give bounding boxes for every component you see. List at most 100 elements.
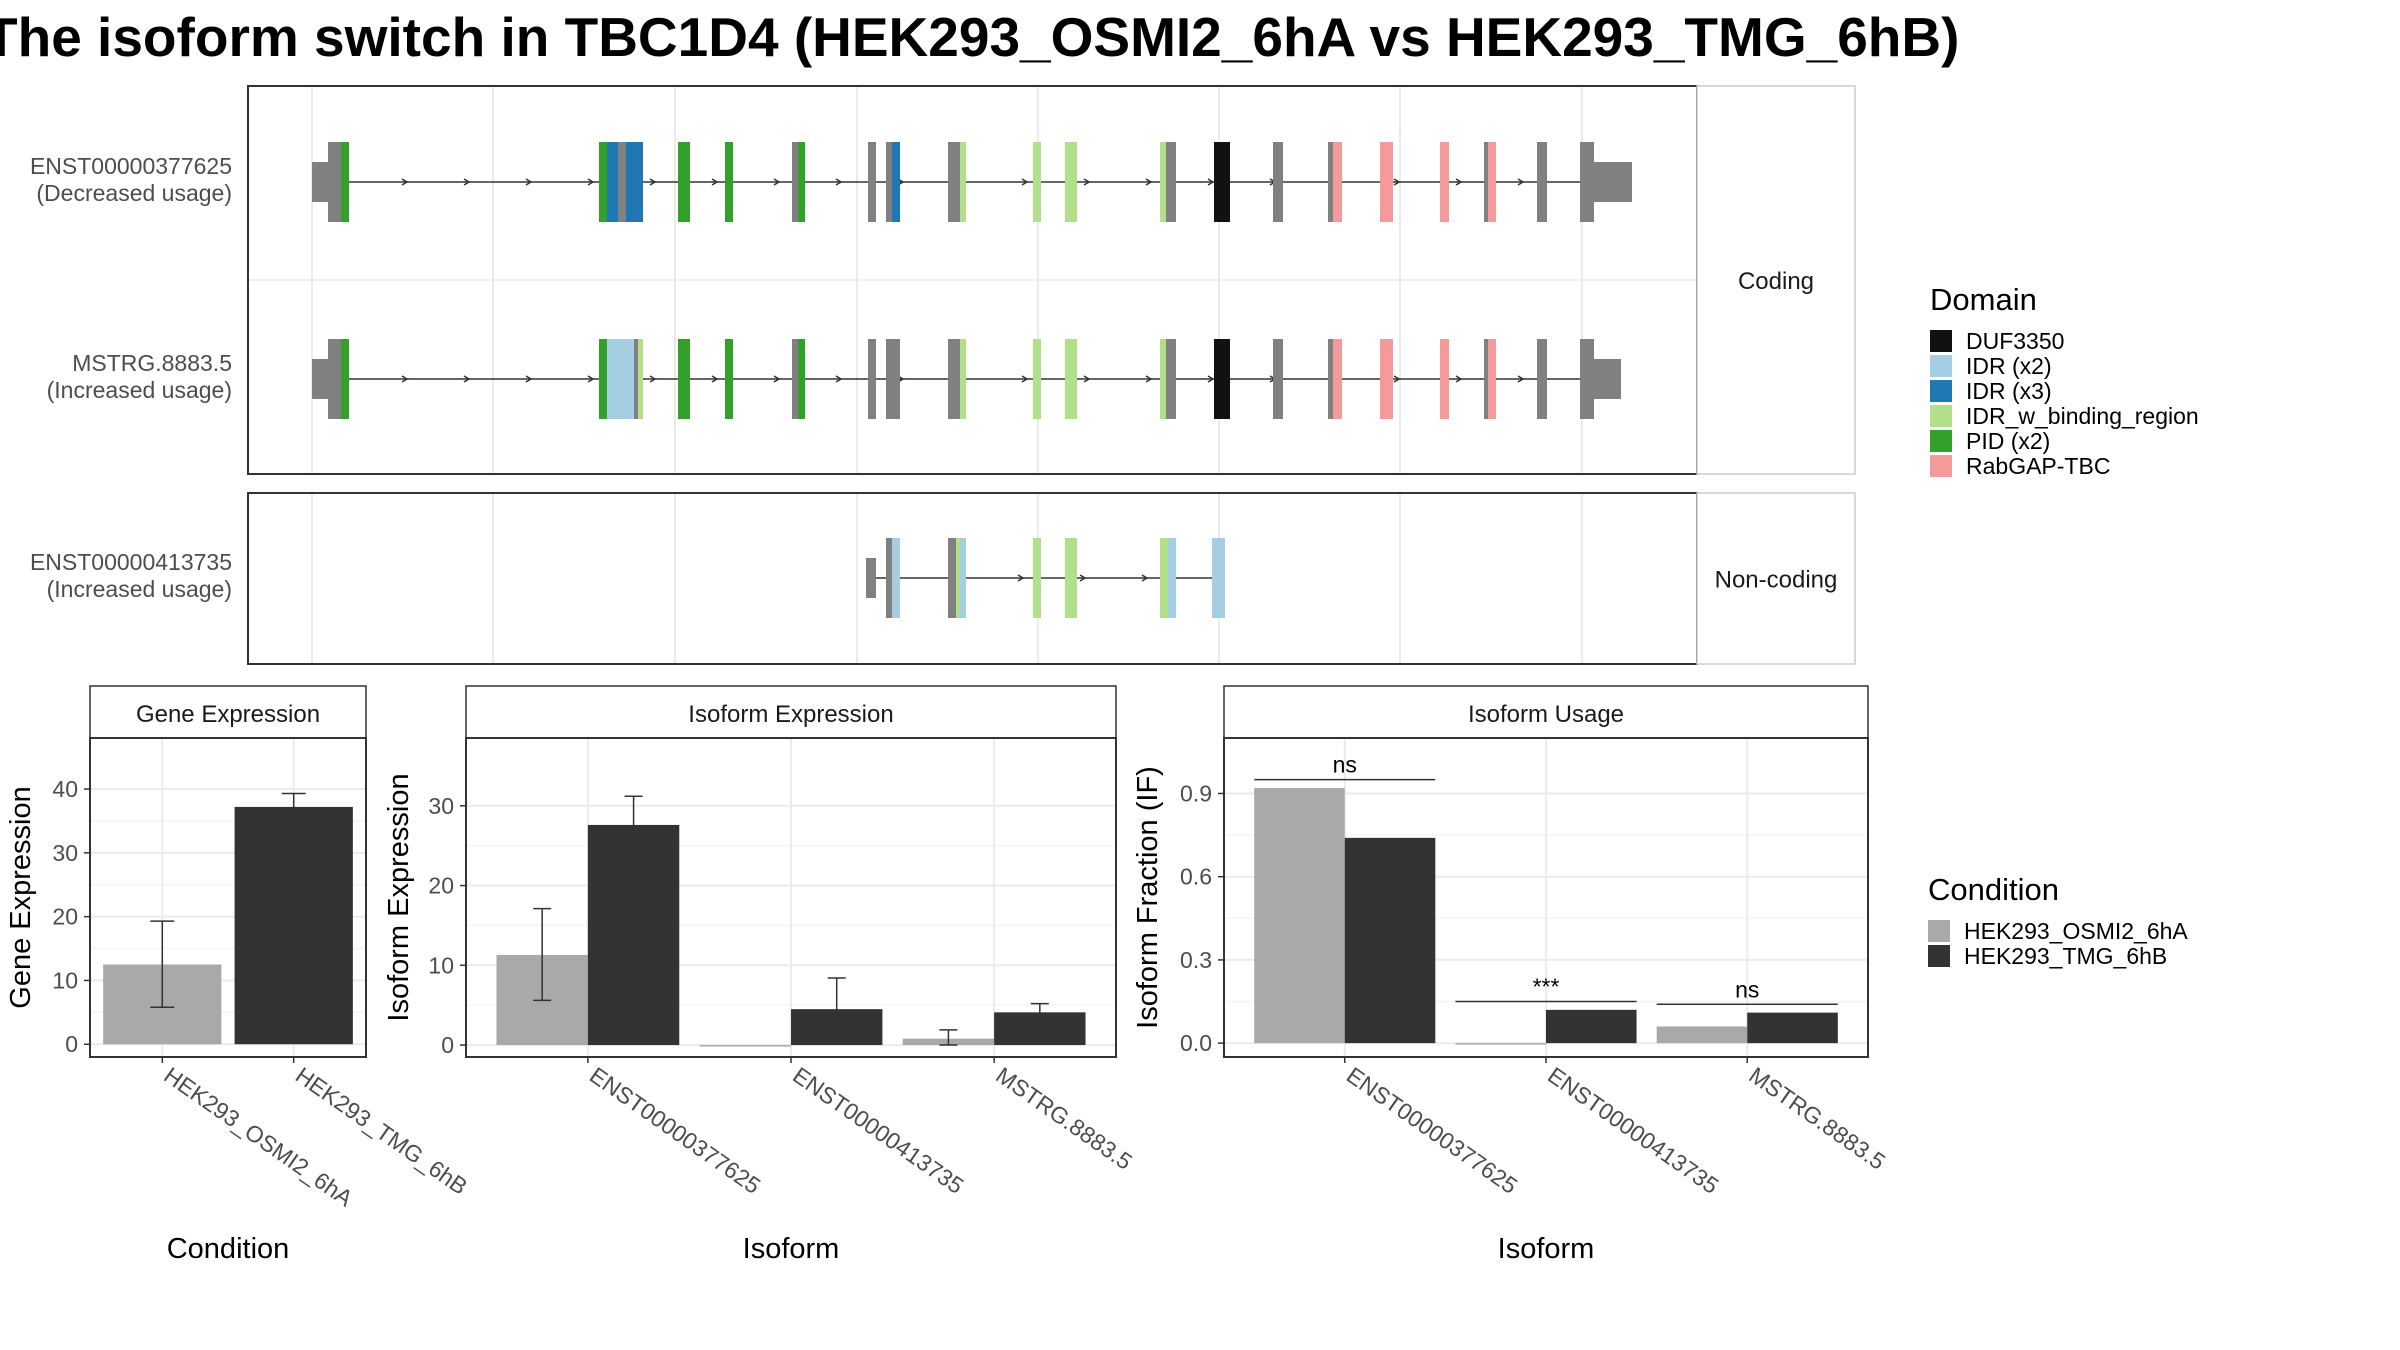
- plot-border: [89, 737, 367, 1058]
- legend-item-label: IDR (x2): [1966, 353, 2052, 379]
- intron-arrow: [525, 375, 533, 383]
- intron-arrow: [711, 375, 719, 383]
- exon: [1440, 339, 1449, 419]
- exon: [1380, 339, 1393, 419]
- intron-arrow: [773, 375, 781, 383]
- exon: [1065, 339, 1077, 419]
- transcript-usage-label: (Decreased usage): [36, 180, 232, 206]
- intron-arrow: [1021, 375, 1029, 383]
- exon: [1440, 142, 1449, 222]
- utr-segment: [1594, 162, 1632, 202]
- y-tick-label: 30: [428, 793, 454, 819]
- bar: [1546, 1009, 1637, 1044]
- legend-key-swatch: [1928, 920, 1950, 942]
- exon: [1580, 142, 1594, 222]
- legend-item-label: HEK293_OSMI2_6hA: [1964, 918, 2188, 944]
- exon: [1328, 339, 1336, 419]
- exon: [1065, 142, 1077, 222]
- exon: [341, 142, 349, 222]
- exon: [1033, 538, 1041, 618]
- intron-arrow: [1145, 375, 1153, 383]
- y-tick-label: 10: [428, 952, 454, 978]
- x-tick-label: MSTRG.8883.5: [991, 1062, 1137, 1175]
- transcript-usage-label: (Increased usage): [47, 576, 232, 602]
- intron-arrow: [401, 375, 409, 383]
- bar: [1747, 1012, 1838, 1044]
- exon: [634, 142, 640, 222]
- exon: [678, 339, 690, 419]
- y-axis-title: Gene Expression: [5, 786, 37, 1008]
- exon: [1273, 339, 1283, 419]
- exon: [892, 142, 900, 222]
- intron-arrow: [587, 178, 595, 186]
- legend-title: Condition: [1928, 872, 2059, 907]
- facet-label: Non-coding: [1715, 567, 1838, 594]
- legend-key-swatch: [1930, 405, 1952, 427]
- y-tick-label: 30: [52, 840, 78, 866]
- legend-item-label: PID (x2): [1966, 428, 2050, 454]
- exon: [1333, 142, 1342, 222]
- exon: [638, 339, 643, 419]
- intron-arrow: [649, 375, 657, 383]
- exon: [886, 538, 893, 618]
- facet-strip: [465, 685, 1117, 739]
- exon: [1166, 339, 1176, 419]
- exon: [948, 339, 962, 419]
- bar-chart-panels: Gene Expression010203040HEK293_OSMI2_6hA…: [5, 685, 1890, 1265]
- legend-item-label: HEK293_TMG_6hB: [1964, 943, 2167, 969]
- exon: [960, 538, 966, 618]
- exon: [960, 339, 966, 419]
- exon: [798, 339, 805, 419]
- y-tick-label: 20: [428, 873, 454, 899]
- intron-arrow: [1083, 375, 1091, 383]
- exon: [960, 142, 966, 222]
- exon: [868, 142, 876, 222]
- bar: [1455, 1043, 1546, 1045]
- exon: [618, 339, 626, 419]
- intron-arrow: [1145, 178, 1153, 186]
- exon: [1214, 142, 1230, 222]
- transcript-id-label: ENST00000377625: [30, 153, 232, 179]
- x-axis-title: Condition: [167, 1233, 290, 1265]
- exon: [892, 339, 900, 419]
- y-axis-title: Isoform Expression: [383, 773, 415, 1021]
- facet-strip: [1696, 85, 1856, 475]
- exon: [1160, 339, 1168, 419]
- intron-arrow: [1079, 574, 1087, 582]
- intron-arrow: [835, 375, 843, 383]
- y-tick-label: 0: [65, 1031, 78, 1057]
- y-axis-title: Isoform Fraction (IF): [1132, 766, 1164, 1029]
- exon: [626, 339, 634, 419]
- exon: [1328, 142, 1336, 222]
- exon: [948, 142, 962, 222]
- intron-arrow: [1517, 178, 1525, 186]
- exon: [1160, 142, 1168, 222]
- y-tick-label: 0.3: [1180, 947, 1212, 973]
- transcript-id-label: MSTRG.8883.5: [72, 350, 232, 376]
- exon: [1537, 339, 1547, 419]
- exon: [1484, 142, 1490, 222]
- exon: [1380, 142, 1393, 222]
- exon: [948, 538, 958, 618]
- exon: [1484, 339, 1490, 419]
- exon: [1166, 142, 1176, 222]
- facet-title: Gene Expression: [136, 701, 320, 728]
- legend-title: Domain: [1930, 282, 2037, 317]
- x-tick-label: ENST00000377625: [1342, 1062, 1522, 1199]
- intron-arrow: [401, 178, 409, 186]
- intron-arrow: [463, 178, 471, 186]
- y-tick-label: 20: [52, 904, 78, 930]
- intron-arrow: [1207, 375, 1215, 383]
- legend-key-swatch: [1928, 945, 1950, 967]
- x-axis-title: Isoform: [1498, 1233, 1595, 1265]
- x-tick-label: ENST00000413735: [788, 1062, 968, 1199]
- intron-arrow: [1517, 375, 1525, 383]
- intron-arrow: [1455, 375, 1463, 383]
- exon: [1214, 339, 1230, 419]
- exon: [626, 142, 634, 222]
- exon: [792, 142, 800, 222]
- legend-item-label: IDR (x3): [1966, 378, 2052, 404]
- y-tick-label: 0.9: [1180, 780, 1212, 806]
- exon: [599, 142, 610, 222]
